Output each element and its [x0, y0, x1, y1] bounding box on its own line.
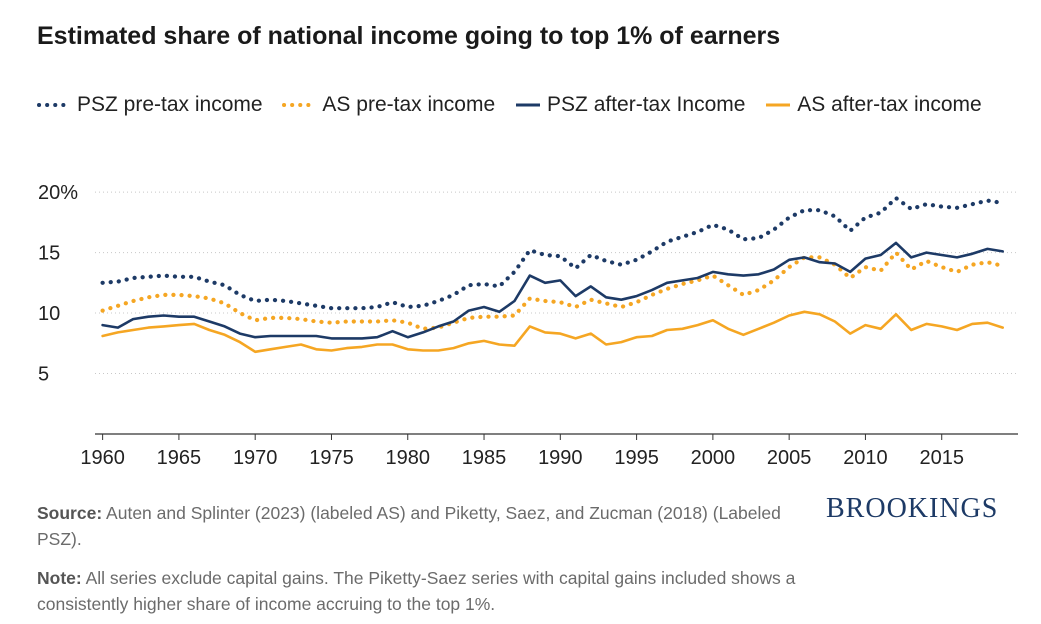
x-tick-label-1960: 1960	[80, 447, 125, 469]
legend-item-psz-aftertax: PSZ after-tax Income	[515, 93, 751, 116]
legend-item-as-pretax: AS pre-tax income	[282, 93, 501, 116]
source-label: Source:	[37, 503, 103, 523]
series-line-psz-pre-tax-income	[100, 196, 1005, 311]
x-tick-label-1990: 1990	[538, 447, 583, 469]
x-tick-label-1995: 1995	[614, 447, 659, 469]
y-tick-label-20: 20%	[38, 182, 78, 204]
chart-title: Estimated share of national income going…	[37, 22, 781, 50]
series-line-psz-after-tax-income	[101, 241, 1004, 340]
legend-label-as-pretax: AS pre-tax income	[322, 93, 496, 116]
note-label: Note:	[37, 568, 82, 588]
x-tick-label-1965: 1965	[157, 447, 202, 469]
x-tick-label-1980: 1980	[386, 447, 431, 469]
y-tick-label-15: 15	[38, 243, 60, 265]
legend-swatch-psz-pretax	[37, 103, 71, 108]
footnote: Note: All series exclude capital gains. …	[37, 565, 797, 617]
x-tick-label-1985: 1985	[462, 447, 507, 469]
legend-swatch-psz-aftertax	[516, 103, 541, 107]
legend-item-psz-pretax: PSZ pre-tax income	[37, 93, 268, 116]
x-tick-label-2010: 2010	[843, 447, 888, 469]
x-tick-label-2000: 2000	[691, 447, 736, 469]
legend-item-as-aftertax: AS after-tax income	[765, 93, 982, 116]
x-tick-label-2015: 2015	[919, 447, 964, 469]
y-tick-label-10: 10	[38, 303, 60, 325]
note-text: All series exclude capital gains. The Pi…	[37, 568, 796, 614]
series-line-as-pre-tax-income	[100, 250, 1005, 331]
source-note: Source: Auten and Splinter (2023) (label…	[37, 500, 797, 552]
legend-label-psz-aftertax: PSZ after-tax Income	[547, 93, 746, 116]
series-line-as-after-tax-income	[101, 310, 1004, 354]
legend-swatch-as-pretax	[282, 103, 317, 108]
source-text: Auten and Splinter (2023) (labeled AS) a…	[37, 503, 781, 549]
legend-label-psz-pretax: PSZ pre-tax income	[77, 93, 263, 116]
brookings-logo: BROOKINGS	[826, 493, 999, 524]
legend: PSZ pre-tax income AS pre-tax income PSZ…	[37, 88, 997, 122]
x-tick-label-1975: 1975	[309, 447, 354, 469]
line-chart: 5 10 15 20% 1960 1965 1970 1975 1980 1985 1990 1995…	[38, 182, 1018, 469]
x-tick-label-2005: 2005	[767, 447, 812, 469]
x-tick-label-1970: 1970	[233, 447, 278, 469]
legend-label-as-aftertax: AS after-tax income	[797, 93, 982, 116]
y-tick-label-5: 5	[38, 364, 49, 386]
legend-swatch-as-aftertax	[766, 103, 791, 107]
